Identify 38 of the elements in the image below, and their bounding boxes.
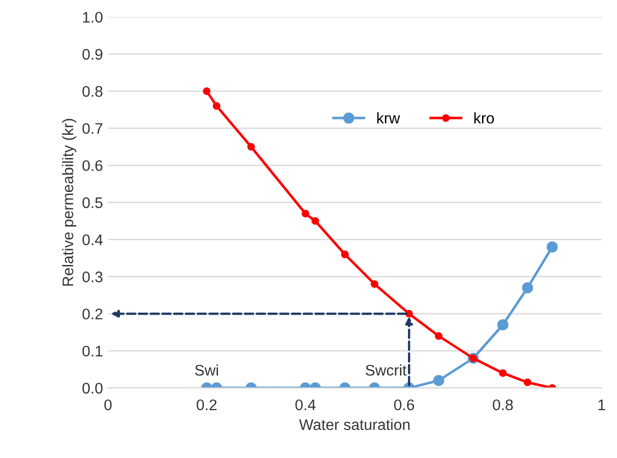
point	[546, 241, 558, 253]
x-tick-label: 1	[598, 400, 606, 410]
y-tick-label: 0.6	[82, 160, 102, 172]
x-tick-label: 0.4	[295, 399, 316, 410]
point	[370, 280, 378, 288]
y-tick-label: 0.7	[82, 123, 102, 134]
point	[212, 102, 220, 110]
y-tick-label: 0.4	[82, 234, 103, 246]
point	[499, 369, 507, 377]
point	[434, 332, 443, 340]
x-axis-title: Water saturation	[299, 418, 410, 430]
point	[247, 142, 255, 151]
annotation: Swi	[195, 364, 218, 376]
y-tick-label: 1.0	[83, 12, 103, 23]
point	[202, 87, 211, 95]
y-tick-label: 0.2	[82, 308, 102, 320]
y-tick-label: 0.9	[82, 48, 102, 60]
point	[341, 250, 349, 258]
y-tick-label: 0.3	[82, 272, 102, 282]
y-tick-label: 0.0	[82, 382, 103, 394]
legend-label: kro	[474, 112, 494, 124]
point	[522, 282, 534, 294]
point	[433, 374, 444, 386]
x-tick-label: 0	[104, 399, 112, 410]
y-axis-title: Relative permeability (kr)	[62, 118, 76, 286]
point	[302, 210, 310, 218]
y-tick-label: 0.1	[82, 346, 102, 357]
annotation: Swcrit	[366, 364, 406, 376]
y-tick-label: 0.8	[82, 86, 102, 97]
point	[405, 310, 413, 318]
y-tick-label: 0.5	[82, 197, 102, 208]
point	[497, 319, 508, 330]
x-tick-label: 0.2	[196, 399, 217, 410]
point	[311, 217, 320, 225]
point	[524, 378, 532, 386]
x-tick-label: 0.6	[394, 399, 414, 410]
x-tick-label: 0.8	[492, 399, 513, 410]
legend-label: krw	[377, 112, 400, 124]
